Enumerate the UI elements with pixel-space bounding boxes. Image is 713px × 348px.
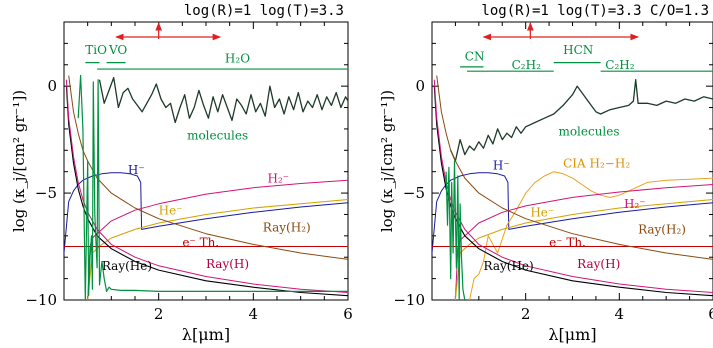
curve-label-rayh2: Ray(H₂)	[638, 223, 686, 237]
band-marker: HCN	[553, 43, 601, 64]
curve-label-h2minus: H₂⁻	[624, 197, 646, 211]
curve-label-hminus: H⁻	[493, 159, 510, 173]
curve-label-molecules: molecules	[187, 129, 248, 143]
series-heminus	[87, 199, 348, 300]
band-label: CN	[465, 49, 485, 63]
curve-label-cia: CIA H₂−H₂	[563, 156, 630, 170]
y-axis-label: log (κ_j/[cm² gr⁻¹])	[10, 90, 28, 232]
y-tick-label: −5	[403, 184, 425, 202]
band-label: HCN	[563, 43, 593, 57]
plot-area: CN HCN C₂H₂ C₂H₂ molecules H⁻ CIA H₂−H₂ He⁻ H₂⁻ e…	[432, 22, 713, 300]
series-rayh	[433, 79, 713, 293]
y-tick-label: −5	[35, 184, 57, 202]
panel-header: log(R)=1 log(T)=3.3 C/O=1.3	[481, 3, 709, 19]
series-atomic	[445, 160, 466, 300]
curve-label-h2minus: H₂⁻	[268, 171, 290, 185]
plot-area: TiO VO H₂O molecules H⁻ H₂⁻ He⁻ e⁻ Th. Ray(H₂) Ra…	[64, 22, 348, 300]
series-rayh2	[436, 75, 713, 260]
y-axis-label: log (κ_j/[cm² gr⁻¹])	[378, 90, 396, 232]
ticks	[431, 21, 713, 301]
band-marker: C₂H₂	[600, 58, 713, 72]
x-tick-label: 6	[708, 305, 713, 323]
x-tick-label: 6	[343, 305, 353, 323]
curve-label-hminus: H⁻	[128, 163, 145, 177]
band-marker: TiO	[85, 43, 107, 64]
x-tick-label: 2	[154, 305, 164, 323]
curve-label-molecules: molecules	[558, 124, 619, 138]
series-rayh	[65, 79, 348, 293]
curve-label-heminus: He⁻	[530, 206, 554, 220]
y-tick-label: −10	[25, 291, 57, 309]
curve-label-eth: e⁻ Th.	[549, 236, 586, 250]
x-axis-label: λ[μm]	[548, 325, 596, 344]
y-tick-label: 0	[415, 77, 425, 95]
wavelength-range-arrow	[115, 22, 222, 41]
x-axis-label: λ[μm]	[182, 325, 230, 344]
band-marker: C₂H₂	[467, 58, 554, 72]
x-tick-label: 4	[249, 305, 259, 323]
wavelength-range-arrow	[482, 22, 639, 41]
band-label: C₂H₂	[512, 58, 541, 72]
curve-label-rayhe: Ray(He)	[102, 259, 152, 273]
panel-header: log(R)=1 log(T)=3.3	[184, 3, 344, 19]
series-rayh2	[68, 75, 348, 260]
curve-label-rayh: Ray(H)	[206, 257, 249, 271]
series-heminus	[454, 199, 713, 300]
curve-label-rayhe: Ray(He)	[484, 259, 534, 273]
series-rayhe	[65, 86, 348, 297]
series-rayhe	[433, 86, 713, 297]
y-tick-label: −10	[393, 291, 425, 309]
panel-1: log(R)=1 log(T)=3.3 2 4 6 0 −5 −10 λ[μm] log (κ_…	[10, 3, 353, 344]
band-marker: CN	[460, 49, 485, 68]
series-molecules	[98, 76, 348, 124]
series-molecules	[450, 79, 713, 162]
band-label: VO	[108, 43, 127, 57]
series-cia	[469, 171, 713, 300]
band-label: C₂H₂	[605, 58, 634, 72]
curve-label-rayh: Ray(H)	[577, 257, 620, 271]
band-label: TiO	[85, 43, 107, 57]
band-label: H₂O	[225, 52, 250, 66]
series-atomic	[77, 74, 348, 300]
curve-label-eth: e⁻ Th.	[182, 236, 219, 250]
x-tick-label: 4	[615, 305, 625, 323]
band-marker: H₂O	[97, 52, 348, 70]
band-marker: VO	[106, 43, 127, 64]
y-tick-label: 0	[47, 77, 57, 95]
x-tick-label: 2	[521, 305, 531, 323]
panel-2: log(R)=1 log(T)=3.3 C/O=1.3 2 4 6 0 −5 −10 λ[μm…	[378, 3, 713, 344]
curve-label-heminus: He⁻	[159, 203, 183, 217]
curve-label-rayh2: Ray(H₂)	[263, 221, 311, 235]
